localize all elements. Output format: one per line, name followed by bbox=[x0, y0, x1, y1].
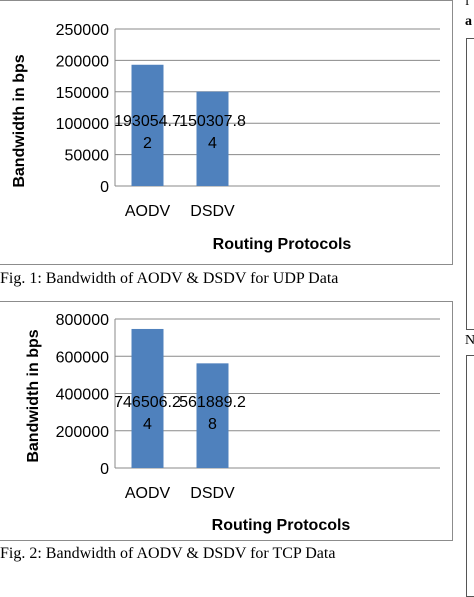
y-tick-label: 250000 bbox=[56, 22, 109, 39]
y-tick-label: 50000 bbox=[65, 148, 110, 165]
chart-1-svg: 0 50000 100000 150000 200000 250000 AODV 193054… bbox=[11, 22, 440, 253]
y-tick-label: 0 bbox=[100, 461, 109, 478]
x-tick-label: DSDV bbox=[190, 203, 235, 220]
x-axis-title: Routing Protocols bbox=[212, 517, 351, 534]
data-label: 193054.7 bbox=[114, 113, 181, 130]
edge-panel-top bbox=[466, 38, 474, 330]
figure-2-caption: Fig. 2: Bandwidth of AODV & DSDV for TCP… bbox=[0, 545, 336, 562]
y-tick-label: 150000 bbox=[56, 85, 109, 102]
data-label: 8 bbox=[208, 416, 217, 433]
y-tick-label: 0 bbox=[100, 179, 109, 196]
bar-aodv bbox=[131, 328, 164, 468]
y-axis-title: Bandwidth in bps bbox=[25, 329, 42, 462]
data-label: 746506.2 bbox=[114, 394, 181, 411]
edge-fragment-third: N bbox=[465, 333, 474, 348]
x-tick-label: DSDV bbox=[190, 485, 235, 502]
y-tick-label: 800000 bbox=[56, 312, 109, 329]
data-label: 561889.2 bbox=[179, 394, 246, 411]
y-tick-label: 100000 bbox=[56, 116, 109, 133]
edge-fragment-top: f bbox=[465, 0, 470, 9]
bar-aodv bbox=[131, 64, 164, 186]
x-tick-label: AODV bbox=[125, 203, 171, 220]
edge-fragment-second: a bbox=[465, 14, 472, 29]
y-tick-label: 400000 bbox=[56, 387, 109, 404]
y-axis-title: Bandwidth in bps bbox=[11, 54, 28, 187]
chart-2-frame: 0 200000 400000 600000 800000 AODV 746506.2 4 DS… bbox=[0, 301, 453, 541]
data-label: 4 bbox=[208, 135, 217, 152]
bar-dsdv bbox=[196, 91, 229, 186]
x-tick-label: AODV bbox=[125, 485, 171, 502]
data-label: 4 bbox=[143, 416, 152, 433]
data-label: 150307.8 bbox=[179, 113, 246, 130]
y-tick-label: 200000 bbox=[56, 424, 109, 441]
x-axis-title: Routing Protocols bbox=[213, 236, 352, 253]
chart-1-frame: 0 50000 100000 150000 200000 250000 AODV 193054… bbox=[0, 0, 453, 265]
chart-2-svg: 0 200000 400000 600000 800000 AODV 746506.2 4 DS… bbox=[25, 312, 440, 534]
data-label: 2 bbox=[143, 135, 152, 152]
y-tick-label: 600000 bbox=[56, 349, 109, 366]
edge-panel-bottom bbox=[466, 355, 474, 597]
figure-1-caption: Fig. 1: Bandwidth of AODV & DSDV for UDP… bbox=[0, 270, 339, 287]
bar-dsdv bbox=[196, 363, 229, 468]
y-tick-label: 200000 bbox=[56, 53, 109, 70]
